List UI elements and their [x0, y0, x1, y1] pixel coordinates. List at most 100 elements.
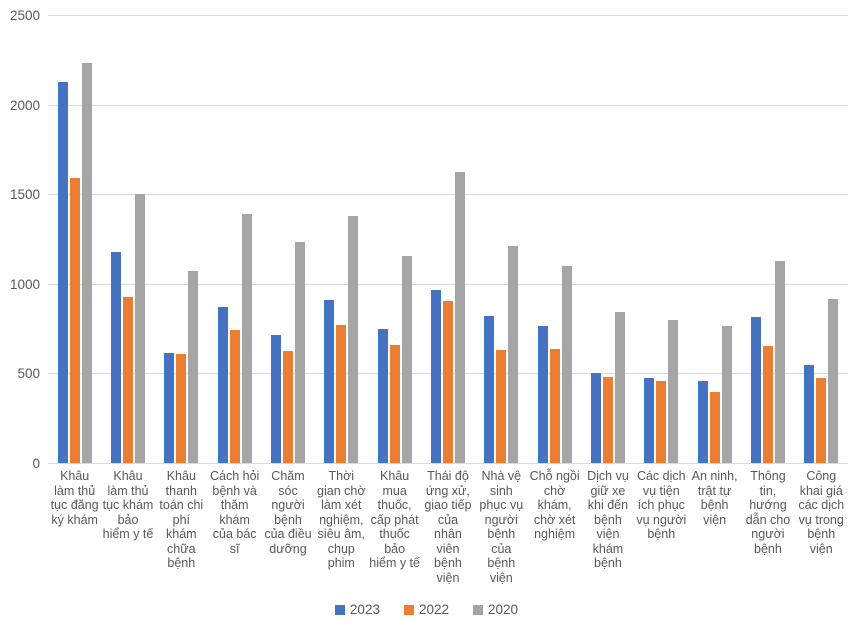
x-axis-label-13: An ninh, trật tự bệnh viện [691, 469, 738, 527]
gridline-2000 [48, 104, 848, 106]
bar-2022-4 [229, 329, 240, 463]
bar-2023-7 [377, 328, 388, 463]
x-axis-label-2: Khâu làm thủ tục khám bảo hiểm y tế [102, 469, 154, 541]
legend-label: 2020 [488, 602, 519, 617]
bar-2022-14 [762, 345, 773, 463]
x-axis-label-10: Chỗ ngồi chờ khám, chờ xét nghiệm [529, 469, 580, 541]
bar-2023-10 [537, 325, 548, 463]
x-axis-label-5: Chăm sóc người bệnh của điều dưỡng [264, 469, 312, 556]
bar-2020-14 [774, 261, 785, 463]
bar-2022-9 [496, 350, 507, 463]
bar-2020-11 [614, 311, 625, 463]
gridline-1500 [48, 194, 848, 196]
bar-2020-3 [188, 271, 199, 463]
bar-2022-10 [549, 349, 560, 463]
bar-group-3 [155, 15, 208, 463]
legend-item-2023: 2023 [334, 602, 380, 617]
bar-2020-13 [721, 325, 732, 463]
bar-2020-1 [81, 62, 92, 463]
legend: 2023 2022 2020 [0, 603, 853, 617]
x-axis-label-3: Khâu thanh toán chi phí khám chữa bệnh [159, 469, 204, 570]
bar-2022-7 [389, 344, 400, 463]
bar-2023-2 [110, 252, 121, 463]
bar-2022-15 [816, 377, 827, 463]
bar-2022-12 [656, 381, 667, 463]
gridline-0 [48, 463, 848, 464]
x-axis-label-15: Công khai giá các dịch vụ trong bệnh việ… [798, 469, 845, 556]
x-axis-label-7: Khâu mua thuốc, cấp phát thuốc bảo hiểm … [369, 469, 420, 570]
bar-group-2 [101, 15, 154, 463]
bar-groups [48, 15, 848, 463]
y-tick-label: 1000 [9, 276, 40, 292]
y-tick-label: 2000 [9, 97, 40, 113]
legend-item-2020: 2020 [473, 603, 518, 617]
bar-group-6 [315, 15, 368, 463]
bar-group-1 [48, 15, 101, 463]
bar-2020-10 [561, 265, 572, 463]
bar-2020-12 [668, 319, 679, 463]
bar-group-9 [475, 15, 528, 463]
bar-group-12 [635, 15, 688, 463]
x-axis-label-9: Nhà vệ sinh phục vụ người bệnh của bệnh … [479, 469, 524, 585]
bar-group-15 [795, 15, 848, 463]
bar-2023-5 [270, 334, 281, 463]
y-tick-label: 0 [32, 456, 40, 471]
bar-group-10 [528, 15, 581, 463]
bar-2023-9 [484, 316, 495, 463]
bar-2020-6 [348, 215, 359, 463]
gridline-2500 [48, 15, 848, 16]
x-axis-labels: Khâu làm thủ tục đăng ký khám Khâu làm th… [48, 469, 848, 585]
bar-2022-6 [336, 325, 347, 463]
x-axis-label-8: Thái độ ứng xử, giao tiếp của nhân viên … [424, 469, 472, 585]
legend-label: 2022 [418, 602, 450, 617]
bar-group-13 [688, 15, 741, 463]
bar-2023-15 [804, 365, 815, 463]
legend-label: 2023 [349, 602, 380, 617]
bar-2020-2 [134, 194, 145, 463]
bar-2022-2 [122, 297, 133, 463]
bar-2023-12 [644, 377, 655, 463]
gridline-1000 [48, 283, 848, 285]
bar-2022-11 [602, 376, 613, 463]
bar-2020-8 [454, 171, 465, 463]
bar-2023-13 [697, 381, 708, 463]
bar-group-11 [581, 15, 634, 463]
bar-group-8 [421, 15, 474, 463]
legend-swatch-icon [334, 604, 345, 615]
bar-2023-3 [164, 352, 175, 463]
x-axis-label-12: Các dịch vụ tiện ích phục vụ người bệnh [636, 469, 687, 541]
legend-swatch-icon [403, 604, 414, 615]
bar-group-14 [741, 15, 794, 463]
bar-2022-13 [709, 392, 720, 463]
bar-2022-8 [442, 300, 453, 463]
bar-2020-4 [241, 213, 252, 463]
legend-swatch-icon [473, 604, 484, 615]
bar-2020-9 [508, 246, 519, 463]
x-axis-label-6: Thời gian chờ làm xét nghiệm, siêu âm, c… [317, 469, 366, 570]
bar-2022-1 [69, 178, 80, 463]
bar-group-4 [208, 15, 261, 463]
x-axis-label-14: Thông tin, hướng dẫn cho người bệnh [745, 469, 791, 556]
y-tick-label: 1500 [9, 187, 40, 203]
y-tick-label: 2500 [9, 8, 40, 23]
bar-2023-1 [57, 82, 68, 463]
bar-2022-3 [176, 353, 187, 463]
bar-2023-11 [590, 372, 601, 463]
x-axis-label-11: Dịch vụ giữ xe khi đến bệnh viện khám bệ… [587, 469, 629, 570]
bar-2023-4 [217, 307, 228, 463]
bar-2023-8 [430, 290, 441, 463]
bar-2020-5 [294, 241, 305, 463]
bar-group-7 [368, 15, 421, 463]
plot-area [48, 15, 848, 464]
bar-2023-14 [750, 316, 761, 463]
x-axis-label-1: Khâu làm thủ tục đăng ký khám [50, 469, 99, 527]
y-tick-label: 500 [17, 366, 40, 382]
bar-2022-5 [282, 351, 293, 463]
bar-2023-6 [324, 299, 335, 463]
x-axis-label-4: Cách hỏi bệnh và thăm khám của bác sĩ [209, 469, 260, 556]
bar-2020-15 [828, 299, 839, 463]
bar-group-5 [261, 15, 314, 463]
bar-2020-7 [401, 256, 412, 463]
legend-item-2022: 2022 [403, 602, 450, 617]
